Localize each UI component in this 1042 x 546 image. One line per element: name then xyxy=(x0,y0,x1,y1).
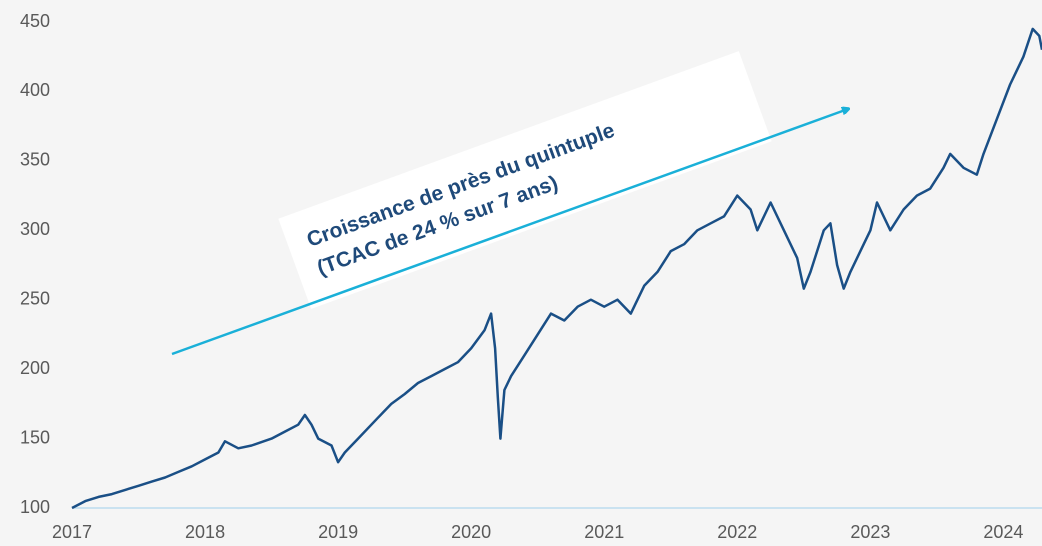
y-tick-label: 400 xyxy=(20,80,50,100)
x-tick-label: 2017 xyxy=(52,522,92,542)
arrow xyxy=(171,109,848,356)
x-tick-label: 2024 xyxy=(983,522,1023,542)
y-tick-label: 450 xyxy=(20,11,50,31)
annotation-box xyxy=(278,51,772,309)
y-tick-label: 200 xyxy=(20,358,50,378)
x-tick-label: 2022 xyxy=(717,522,757,542)
annotation: Croissance de près du quintuple(TCAC de … xyxy=(278,51,772,309)
x-tick-label: 2021 xyxy=(584,522,624,542)
y-tick-label: 100 xyxy=(20,497,50,517)
y-tick-label: 300 xyxy=(20,219,50,239)
y-tick-label: 150 xyxy=(20,427,50,447)
x-tick-label: 2020 xyxy=(451,522,491,542)
x-tick-label: 2019 xyxy=(318,522,358,542)
x-tick-label: 2023 xyxy=(850,522,890,542)
y-tick-label: 250 xyxy=(20,288,50,308)
y-tick-label: 350 xyxy=(20,150,50,170)
x-tick-label: 2018 xyxy=(185,522,225,542)
series-line xyxy=(71,27,1042,510)
